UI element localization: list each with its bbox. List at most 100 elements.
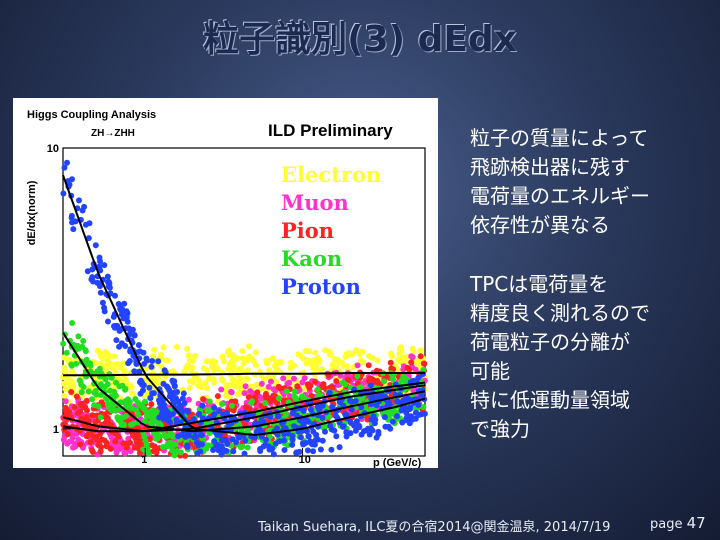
data-point — [281, 437, 287, 444]
data-point — [291, 362, 298, 369]
data-point — [283, 388, 290, 395]
y-axis-label: dE/dx(norm) — [26, 180, 38, 245]
data-point — [178, 404, 185, 411]
data-point — [173, 344, 180, 350]
data-point — [266, 367, 273, 374]
data-point — [358, 404, 365, 411]
data-point — [77, 401, 84, 408]
data-point — [61, 426, 68, 433]
data-point — [240, 360, 247, 367]
data-point — [272, 440, 279, 447]
data-point — [160, 344, 167, 351]
data-point — [262, 400, 269, 407]
side-text: 粒子の質量によって 飛跡検出器に残す 電荷量のエネルギー 依存性が異なる TPCは電荷… — [470, 124, 710, 444]
mean-curve-muon — [62, 381, 426, 433]
data-point — [143, 448, 150, 455]
page-label: page — [650, 517, 683, 532]
data-point — [342, 353, 349, 360]
data-point — [91, 402, 98, 409]
data-point — [396, 350, 403, 357]
data-point — [97, 414, 104, 421]
data-point — [120, 315, 127, 322]
data-point — [190, 416, 197, 423]
data-point — [108, 407, 115, 414]
data-point — [186, 384, 193, 391]
data-point — [374, 357, 381, 364]
data-point — [280, 375, 287, 382]
data-point — [189, 364, 196, 371]
data-point — [326, 413, 333, 420]
data-point — [70, 371, 77, 378]
data-point — [171, 382, 178, 389]
data-point — [153, 449, 160, 456]
data-point — [160, 397, 166, 404]
data-point — [154, 375, 161, 381]
data-point — [107, 445, 114, 452]
data-point — [398, 344, 404, 351]
data-point — [97, 258, 103, 265]
dedx-figure: Higgs Coupling Analysis ZH→ZHH ILD Prelimi… — [13, 98, 438, 468]
data-point — [89, 449, 96, 455]
data-point — [263, 436, 269, 443]
data-point — [220, 358, 227, 365]
data-point — [78, 415, 85, 422]
data-point — [172, 395, 179, 401]
data-point — [124, 318, 131, 325]
data-point — [340, 363, 347, 369]
data-point — [354, 373, 361, 380]
legend-electron: Electron — [281, 162, 381, 187]
data-point — [390, 376, 396, 383]
data-point — [257, 448, 264, 454]
data-point — [382, 423, 389, 430]
data-point — [219, 449, 226, 456]
data-point — [351, 422, 358, 429]
data-point — [415, 401, 422, 408]
data-point — [265, 383, 272, 390]
data-point — [182, 452, 189, 459]
data-point — [333, 433, 340, 440]
data-point — [60, 190, 67, 197]
data-point — [314, 386, 321, 393]
data-point — [112, 292, 118, 299]
data-point — [329, 403, 336, 410]
data-point — [150, 390, 157, 397]
data-point — [359, 348, 366, 355]
data-point — [244, 376, 251, 383]
data-point — [363, 427, 370, 434]
data-point — [312, 437, 319, 444]
x-axis-label: p (GeV/c) — [373, 457, 422, 468]
data-point — [233, 379, 240, 386]
data-point — [83, 397, 90, 404]
data-point — [214, 393, 221, 400]
data-point — [93, 391, 100, 398]
data-point — [293, 450, 300, 456]
data-point — [111, 353, 118, 360]
data-point — [185, 396, 192, 403]
data-point — [286, 379, 293, 386]
data-point — [367, 425, 374, 432]
data-point — [155, 358, 162, 365]
data-point — [82, 348, 89, 355]
data-point — [289, 436, 296, 443]
legend-kaon: Kaon — [281, 246, 342, 271]
data-point — [185, 432, 192, 439]
data-point — [183, 407, 190, 414]
data-point — [80, 338, 87, 344]
data-point — [168, 443, 175, 450]
dedx-chart: Higgs Coupling Analysis ZH→ZHH ILD Prelimi… — [26, 109, 428, 468]
data-point — [159, 444, 166, 450]
side-text-line: で強力 — [470, 417, 530, 441]
data-point — [228, 402, 235, 409]
data-point — [96, 438, 103, 444]
data-point — [104, 351, 111, 358]
data-point — [60, 340, 67, 347]
data-point — [204, 385, 211, 392]
data-point — [236, 421, 242, 428]
data-point — [179, 395, 186, 402]
data-point — [232, 398, 239, 405]
data-point — [135, 342, 142, 349]
data-point — [399, 419, 406, 426]
y-tick-label: 10 — [47, 143, 59, 155]
data-point — [178, 431, 185, 438]
data-point — [85, 388, 92, 395]
